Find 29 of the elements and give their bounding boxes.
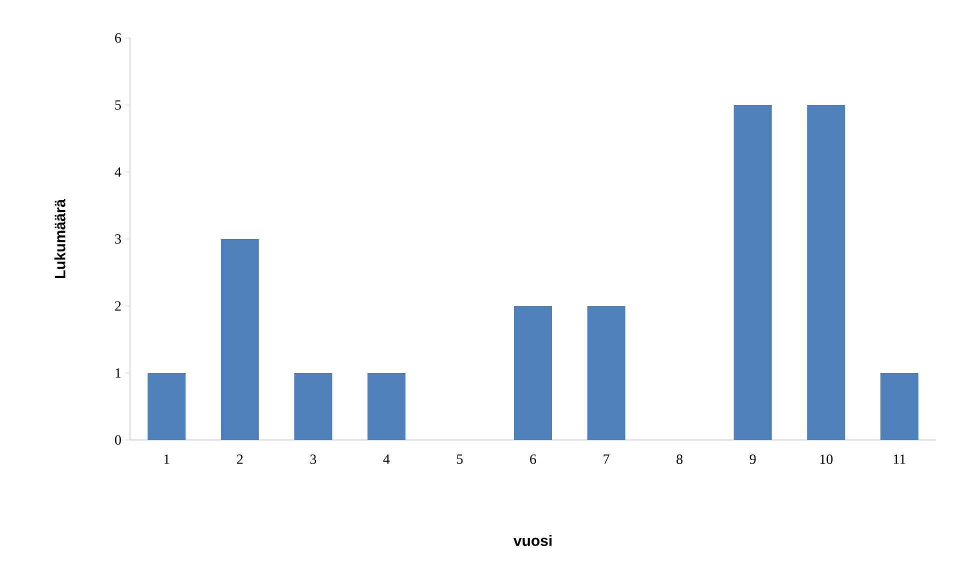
x-tick-label: 10 xyxy=(820,454,833,464)
x-tick-label: 4 xyxy=(383,454,390,464)
y-tick-label: 2 xyxy=(115,301,121,311)
x-tick-label: 8 xyxy=(676,454,683,464)
x-tick-label: 3 xyxy=(310,454,316,464)
x-tick-label: 6 xyxy=(530,454,536,464)
bar xyxy=(587,306,626,440)
bar xyxy=(220,239,259,440)
bar xyxy=(734,105,772,440)
x-tick-label: 11 xyxy=(894,454,906,464)
bar xyxy=(367,373,406,440)
y-tick-label: 6 xyxy=(115,33,122,43)
y-tick-label: 5 xyxy=(115,100,121,110)
x-tick-label: 7 xyxy=(604,454,610,464)
x-tick-label: 5 xyxy=(457,454,463,464)
x-axis-title: vuosi xyxy=(513,534,552,546)
x-tick-label: 2 xyxy=(237,454,243,464)
bar xyxy=(148,373,186,440)
y-tick-label: 3 xyxy=(115,234,121,244)
y-axis-title: Lukumäärä xyxy=(54,198,66,278)
bar xyxy=(514,306,552,440)
y-tick-label: 0 xyxy=(115,435,121,445)
y-tick-label: 1 xyxy=(116,368,121,378)
x-tick-label: 9 xyxy=(750,454,756,464)
y-tick-label: 4 xyxy=(114,167,122,177)
bar xyxy=(807,105,846,440)
x-tick-label: 1 xyxy=(164,454,170,464)
bar xyxy=(294,373,332,440)
bar xyxy=(880,373,918,440)
